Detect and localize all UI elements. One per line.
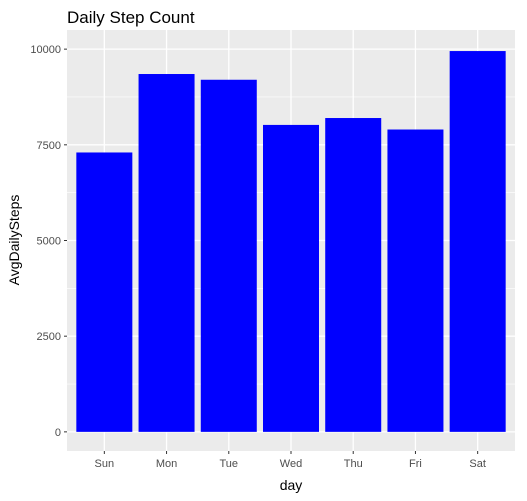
x-tick-label: Mon (156, 458, 177, 470)
bar (200, 79, 257, 432)
y-tick-label: 2500 (37, 331, 61, 343)
x-axis: Sun Mon Tue Wed Thu Fri Sat (95, 451, 486, 470)
bar (449, 51, 506, 432)
x-tick-label: Fri (409, 458, 422, 470)
y-tick-label: 10000 (30, 44, 61, 56)
bar (138, 74, 195, 432)
x-tick-label: Wed (280, 458, 302, 470)
x-tick-label: Sat (469, 458, 486, 470)
y-tick-label: 0 (55, 427, 61, 439)
chart-title: Daily Step Count (67, 8, 195, 27)
x-axis-title: day (280, 477, 303, 493)
x-tick-label: Thu (344, 458, 363, 470)
bar (76, 152, 133, 432)
y-tick-label: 5000 (37, 236, 61, 248)
y-tick-label: 7500 (37, 140, 61, 152)
x-tick-label: Sun (95, 458, 115, 470)
bars (76, 51, 506, 432)
y-axis: 0 2500 5000 7500 10000 (30, 44, 67, 439)
x-tick-label: Tue (220, 458, 239, 470)
bar (387, 129, 444, 432)
y-axis-title: AvgDailySteps (6, 195, 22, 286)
bar (325, 118, 382, 432)
bar (263, 124, 319, 432)
